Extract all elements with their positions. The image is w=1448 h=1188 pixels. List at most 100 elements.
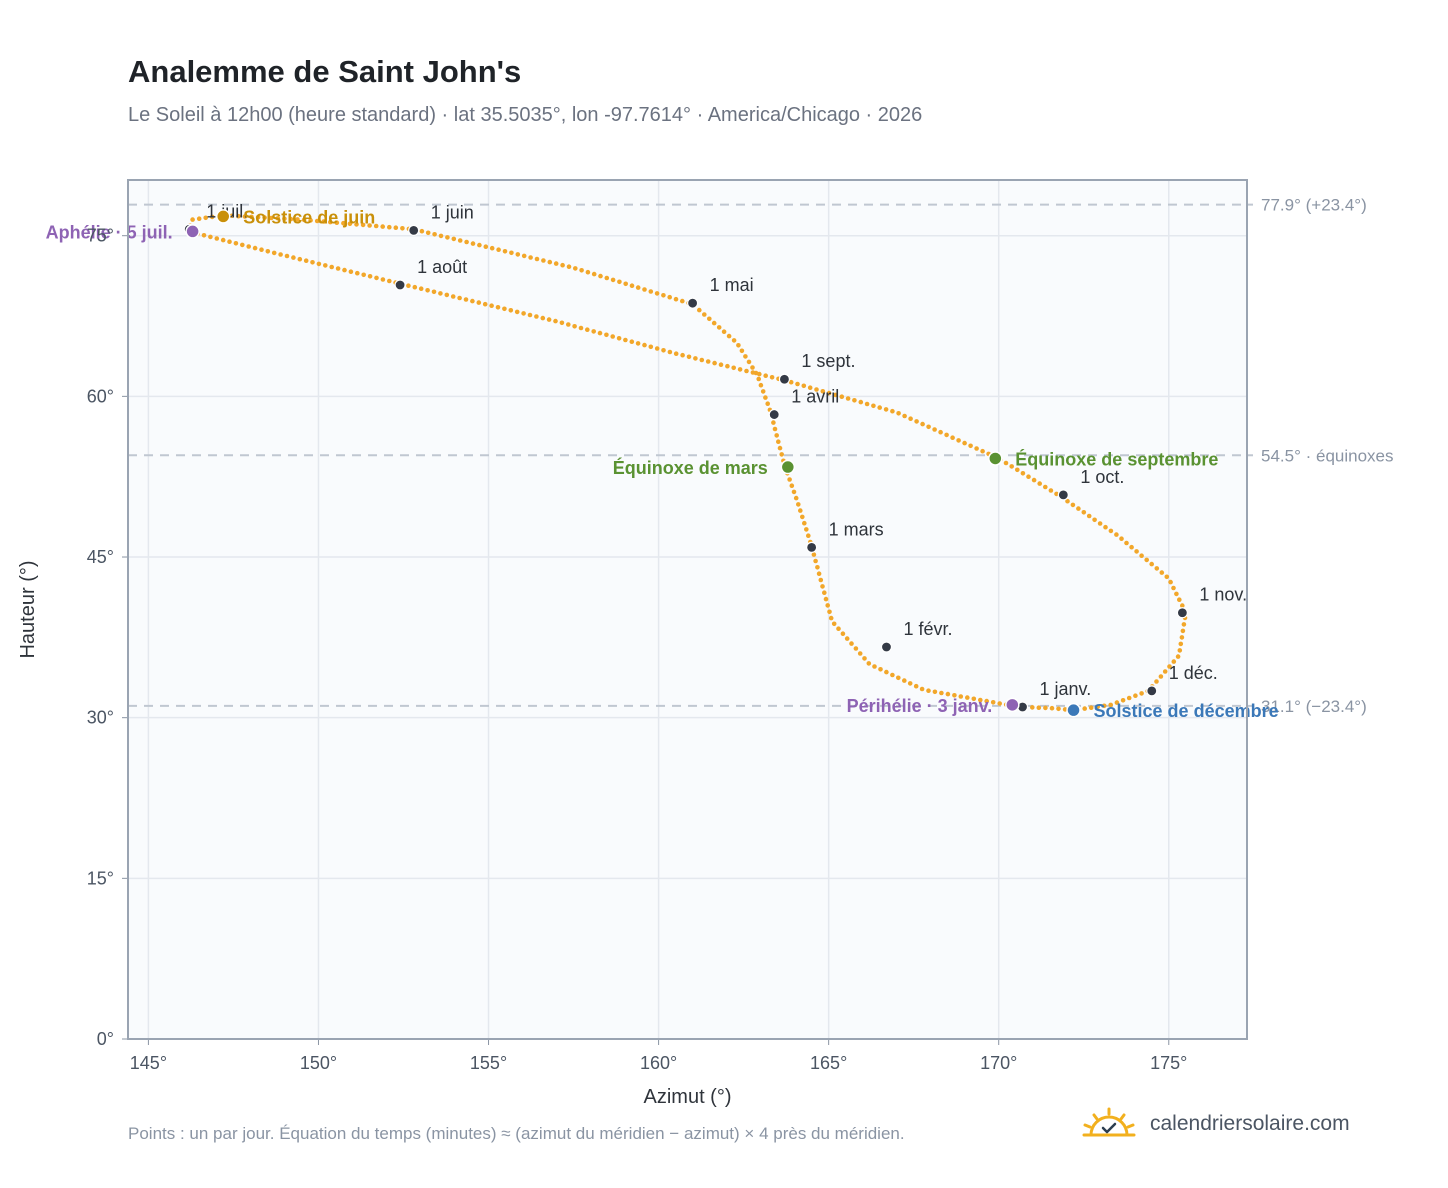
- day-point: [849, 641, 854, 646]
- day-point: [616, 336, 622, 341]
- month-label: 1 oct.: [1080, 467, 1124, 487]
- month-marker: [687, 297, 699, 309]
- day-point: [726, 333, 732, 339]
- day-point: [321, 219, 327, 224]
- day-point: [1065, 498, 1070, 504]
- key-point: [185, 224, 200, 239]
- day-point: [756, 376, 761, 382]
- day-point: [760, 389, 766, 394]
- day-point: [932, 689, 938, 695]
- day-point: [1154, 679, 1159, 684]
- day-point: [534, 314, 539, 319]
- day-point: [335, 266, 341, 271]
- day-point: [282, 216, 287, 221]
- day-point: [667, 349, 673, 355]
- day-point: [739, 348, 745, 354]
- y-tick-label: 75°: [87, 226, 114, 246]
- day-point: [774, 433, 779, 438]
- day-point: [757, 371, 762, 377]
- day-point: [400, 226, 405, 231]
- day-point: [196, 216, 202, 221]
- key-point-label: Aphélie · 5 juil.: [46, 222, 173, 242]
- day-point: [816, 571, 822, 576]
- day-point: [801, 383, 807, 389]
- key-point-label: Périhélie · 3 janv.: [847, 696, 993, 716]
- month-marker: [880, 641, 893, 653]
- day-point: [802, 520, 807, 526]
- day-point: [329, 264, 335, 270]
- day-point: [772, 426, 778, 432]
- day-point: [845, 396, 851, 401]
- day-point: [341, 220, 346, 226]
- day-point: [268, 215, 274, 221]
- day-point: [380, 277, 386, 282]
- day-point: [721, 329, 727, 335]
- day-point: [553, 318, 558, 324]
- key-point: [1066, 702, 1081, 718]
- day-point: [648, 289, 654, 294]
- key-point: [215, 209, 231, 224]
- x-tick-label: 160°: [640, 1053, 677, 1073]
- day-point: [844, 636, 850, 641]
- day-point: [560, 262, 565, 268]
- day-point: [579, 268, 584, 273]
- day-point: [553, 261, 559, 266]
- day-point: [288, 216, 294, 222]
- day-point: [547, 259, 553, 265]
- day-point: [451, 236, 457, 242]
- day-point: [1030, 705, 1035, 710]
- day-point: [825, 603, 830, 608]
- day-point: [591, 329, 596, 334]
- day-point: [818, 577, 824, 583]
- day-point: [1092, 517, 1097, 523]
- day-point: [791, 489, 797, 495]
- x-tick-label: 165°: [810, 1053, 847, 1073]
- x-tick-label: 145°: [130, 1053, 167, 1073]
- day-point: [705, 359, 711, 364]
- day-point: [617, 279, 622, 285]
- day-point: [642, 287, 647, 292]
- day-point: [297, 256, 303, 262]
- day-point: [725, 363, 730, 369]
- day-point: [425, 230, 431, 236]
- day-point: [347, 221, 353, 227]
- day-point: [528, 255, 533, 260]
- day-point: [502, 306, 507, 312]
- day-point: [777, 445, 783, 451]
- day-point: [1031, 477, 1037, 483]
- brand-name: calendriersolaire.com: [1150, 1112, 1350, 1135]
- day-point: [932, 427, 937, 432]
- day-point: [521, 253, 527, 259]
- day-point: [822, 590, 827, 595]
- day-point: [1108, 528, 1114, 534]
- day-point: [952, 693, 957, 698]
- day-point: [227, 239, 232, 244]
- day-point: [393, 225, 399, 230]
- day-point: [1101, 703, 1107, 709]
- day-point: [763, 395, 768, 400]
- day-point: [1154, 566, 1160, 571]
- day-point: [716, 325, 722, 330]
- key-point-label: Solstice de juin: [243, 207, 375, 227]
- day-point: [811, 552, 817, 557]
- day-point: [190, 217, 195, 222]
- day-point: [233, 241, 239, 246]
- day-point: [1015, 467, 1020, 473]
- day-point: [814, 387, 819, 392]
- key-point: [988, 451, 1003, 466]
- day-point: [566, 322, 571, 327]
- day-point: [635, 285, 641, 290]
- day-point: [831, 621, 837, 627]
- day-point: [1168, 579, 1173, 585]
- day-point: [591, 271, 597, 277]
- day-point: [323, 263, 328, 268]
- day-point: [736, 343, 741, 348]
- brand[interactable]: calendriersolaire.com: [1082, 1104, 1350, 1144]
- day-point: [750, 370, 756, 375]
- day-point: [495, 305, 501, 310]
- day-point: [807, 385, 813, 391]
- day-point: [314, 218, 320, 224]
- day-point: [1159, 570, 1165, 575]
- day-point: [779, 452, 784, 457]
- day-point: [990, 700, 996, 705]
